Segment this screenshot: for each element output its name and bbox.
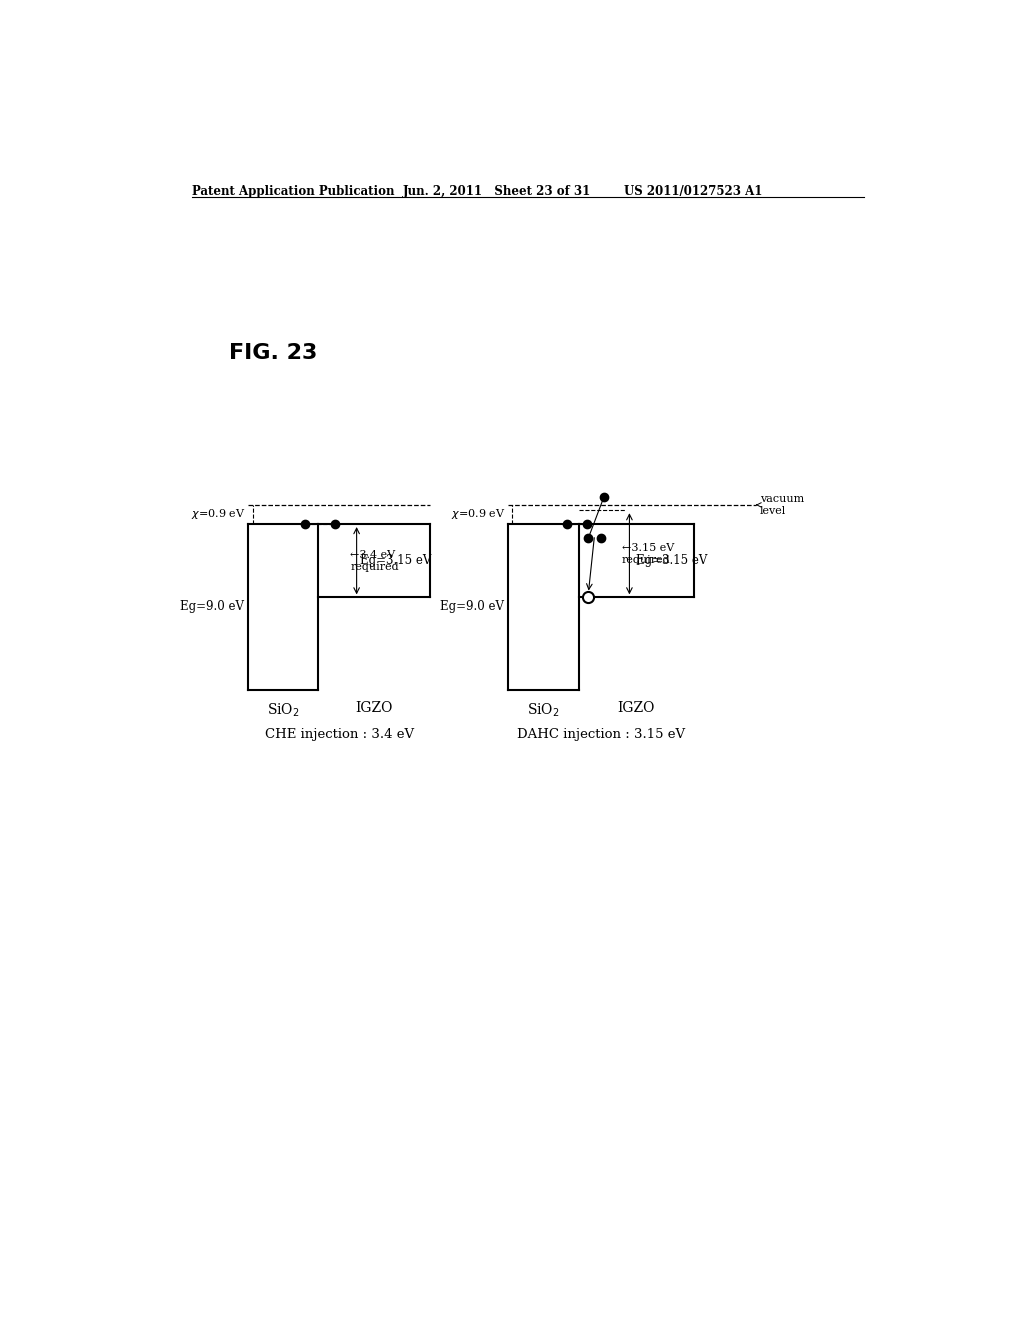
Text: IGZO: IGZO — [617, 701, 655, 715]
Text: US 2011/0127523 A1: US 2011/0127523 A1 — [624, 185, 763, 198]
Text: CHE injection : 3.4 eV: CHE injection : 3.4 eV — [264, 729, 414, 742]
Text: ←3.15 eV
required: ←3.15 eV required — [622, 543, 674, 565]
Text: DAHC injection : 3.15 eV: DAHC injection : 3.15 eV — [517, 729, 685, 742]
Text: $\chi$=0.9 eV: $\chi$=0.9 eV — [451, 507, 506, 521]
Text: Eg=9.0 eV: Eg=9.0 eV — [180, 601, 245, 614]
Text: Eg=3.15 eV: Eg=3.15 eV — [636, 554, 707, 568]
Text: $\chi$=0.9 eV: $\chi$=0.9 eV — [191, 507, 246, 521]
Text: SiO$_2$: SiO$_2$ — [266, 701, 299, 718]
Text: Eg=3.15 eV: Eg=3.15 eV — [360, 554, 432, 568]
Text: SiO$_2$: SiO$_2$ — [527, 701, 560, 718]
Text: vacuum
level: vacuum level — [757, 494, 804, 516]
Text: ←3.4 eV
required: ←3.4 eV required — [350, 550, 399, 572]
Text: Jun. 2, 2011   Sheet 23 of 31: Jun. 2, 2011 Sheet 23 of 31 — [403, 185, 592, 198]
Text: Eg=9.0 eV: Eg=9.0 eV — [440, 601, 504, 614]
Text: IGZO: IGZO — [355, 701, 393, 715]
Text: FIG. 23: FIG. 23 — [228, 343, 317, 363]
Text: Patent Application Publication: Patent Application Publication — [193, 185, 395, 198]
